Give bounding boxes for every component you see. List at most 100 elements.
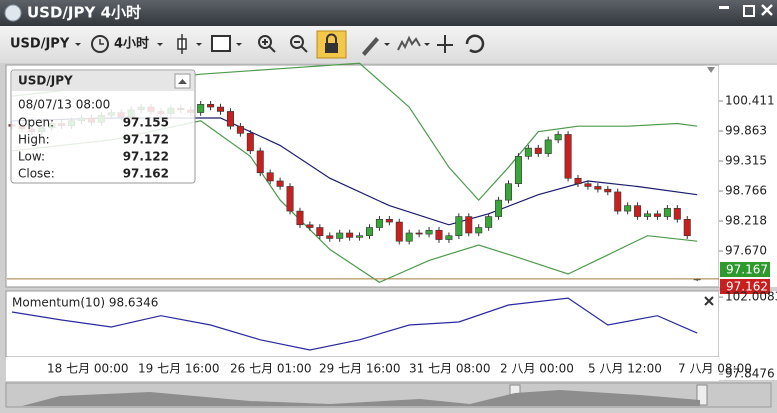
dropdown-arrow bbox=[236, 43, 242, 46]
candle-body bbox=[653, 213, 661, 217]
panel-menu[interactable] bbox=[707, 67, 715, 73]
dropdown-arrow bbox=[75, 43, 81, 46]
info-symbol: USD/JPY bbox=[18, 74, 73, 88]
info-box: USD/JPY 08/07/13 08:00 Open: 97.155 High: 9… bbox=[10, 69, 196, 184]
candle-body bbox=[455, 216, 463, 237]
dropdown-arrow bbox=[157, 43, 163, 46]
ask-label-box bbox=[720, 279, 770, 294]
candle-body bbox=[395, 221, 403, 242]
candle-body bbox=[514, 156, 522, 185]
candle-body bbox=[246, 133, 254, 152]
candle-body bbox=[564, 134, 572, 179]
candle-body bbox=[435, 229, 443, 240]
candle-body bbox=[286, 186, 294, 212]
info-time: 08/07/13 08:00 bbox=[18, 98, 110, 112]
info-value: 97.155 bbox=[123, 116, 169, 130]
candle-body bbox=[336, 232, 344, 239]
candle-body bbox=[584, 183, 592, 187]
candle-body bbox=[644, 213, 652, 217]
momentum-title: Momentum(10) 98.6346 bbox=[12, 296, 158, 310]
minimize-button[interactable] bbox=[719, 6, 729, 9]
candle-body bbox=[663, 208, 671, 217]
candle-body bbox=[534, 147, 542, 154]
y-tick-label: 99.315 bbox=[725, 153, 767, 167]
bid-label: 97.167 bbox=[726, 263, 768, 277]
candle-body bbox=[256, 150, 264, 174]
symbol-selector[interactable]: USD/JPY bbox=[10, 37, 70, 52]
info-label: High: bbox=[18, 133, 50, 147]
candle-body bbox=[326, 235, 334, 239]
upper-band bbox=[11, 62, 698, 201]
moving-average bbox=[11, 117, 698, 226]
candle-body bbox=[365, 227, 373, 237]
candle-body bbox=[276, 180, 284, 187]
candle-body bbox=[634, 205, 642, 217]
candle-body bbox=[524, 147, 532, 157]
y-tick-label: 100.411 bbox=[725, 93, 775, 107]
info-label: Open: bbox=[18, 116, 54, 130]
y-tick-label: 97.670 bbox=[725, 244, 767, 258]
momentum-axis bbox=[719, 291, 777, 380]
candle-body bbox=[385, 219, 393, 223]
x-tick-label: 26 七月 01:00 bbox=[230, 362, 311, 376]
time-axis bbox=[6, 357, 719, 381]
candle-body bbox=[316, 227, 324, 237]
zoom-in-button[interactable] bbox=[258, 35, 272, 49]
candle-body bbox=[485, 216, 493, 228]
window-button[interactable] bbox=[211, 35, 231, 52]
draw-button[interactable] bbox=[362, 37, 379, 56]
info-label: Close: bbox=[18, 167, 55, 181]
price-axis bbox=[719, 65, 777, 287]
zoom-in-glyph bbox=[262, 39, 276, 53]
candle-body bbox=[574, 177, 582, 185]
dropdown-arrow bbox=[384, 43, 390, 46]
candle-body bbox=[594, 186, 602, 190]
ask-label: 97.162 bbox=[726, 280, 768, 294]
x-tick-label: 7 八月 08:00 bbox=[678, 362, 752, 376]
candle-body bbox=[266, 172, 274, 182]
crosshair-button[interactable] bbox=[437, 35, 453, 53]
candle-body bbox=[475, 227, 483, 234]
lock-shackle bbox=[326, 33, 337, 43]
lock-body bbox=[325, 43, 338, 53]
candle-body bbox=[375, 219, 383, 228]
candle-body bbox=[445, 235, 453, 240]
candle-body bbox=[425, 229, 433, 235]
zoom-out-button[interactable] bbox=[290, 35, 304, 49]
maximize-button[interactable] bbox=[743, 5, 755, 17]
momentum-tick-label: 97.8476 bbox=[725, 367, 775, 381]
info-value: 97.162 bbox=[123, 167, 169, 181]
candle-body bbox=[544, 139, 552, 154]
candle-body bbox=[614, 191, 622, 212]
momentum-close[interactable] bbox=[704, 296, 714, 306]
candle-body bbox=[217, 106, 225, 112]
info-value: 97.172 bbox=[123, 133, 169, 147]
x-tick-label: 5 八月 12:00 bbox=[588, 362, 662, 376]
bid-label-box bbox=[720, 262, 770, 277]
timeframe-selector[interactable]: 4小时 bbox=[114, 36, 149, 52]
indicator-button[interactable] bbox=[397, 35, 421, 51]
candle-body bbox=[495, 199, 503, 217]
close-button[interactable] bbox=[761, 4, 773, 16]
y-tick-label: 99.863 bbox=[725, 123, 767, 137]
info-box-frame bbox=[10, 69, 196, 184]
candle-body bbox=[226, 111, 234, 127]
momentum-line bbox=[11, 297, 698, 351]
navigator-handle[interactable] bbox=[696, 384, 708, 406]
candle-body bbox=[624, 205, 632, 212]
clock-hand bbox=[99, 39, 104, 45]
lower-band bbox=[11, 120, 698, 283]
navigator-overview bbox=[22, 390, 700, 406]
clock-icon bbox=[91, 35, 109, 53]
info-collapse-arrow bbox=[178, 79, 187, 84]
refresh-button[interactable] bbox=[465, 34, 485, 53]
candle-body bbox=[356, 235, 364, 238]
candle-body bbox=[604, 188, 612, 193]
x-tick-label: 18 七月 00:00 bbox=[47, 362, 128, 376]
info-box-header bbox=[12, 71, 194, 91]
zoom-out-glyph bbox=[294, 41, 308, 53]
chart-type-button[interactable] bbox=[177, 34, 187, 54]
candle-body bbox=[554, 134, 562, 141]
app-icon bbox=[4, 4, 22, 22]
